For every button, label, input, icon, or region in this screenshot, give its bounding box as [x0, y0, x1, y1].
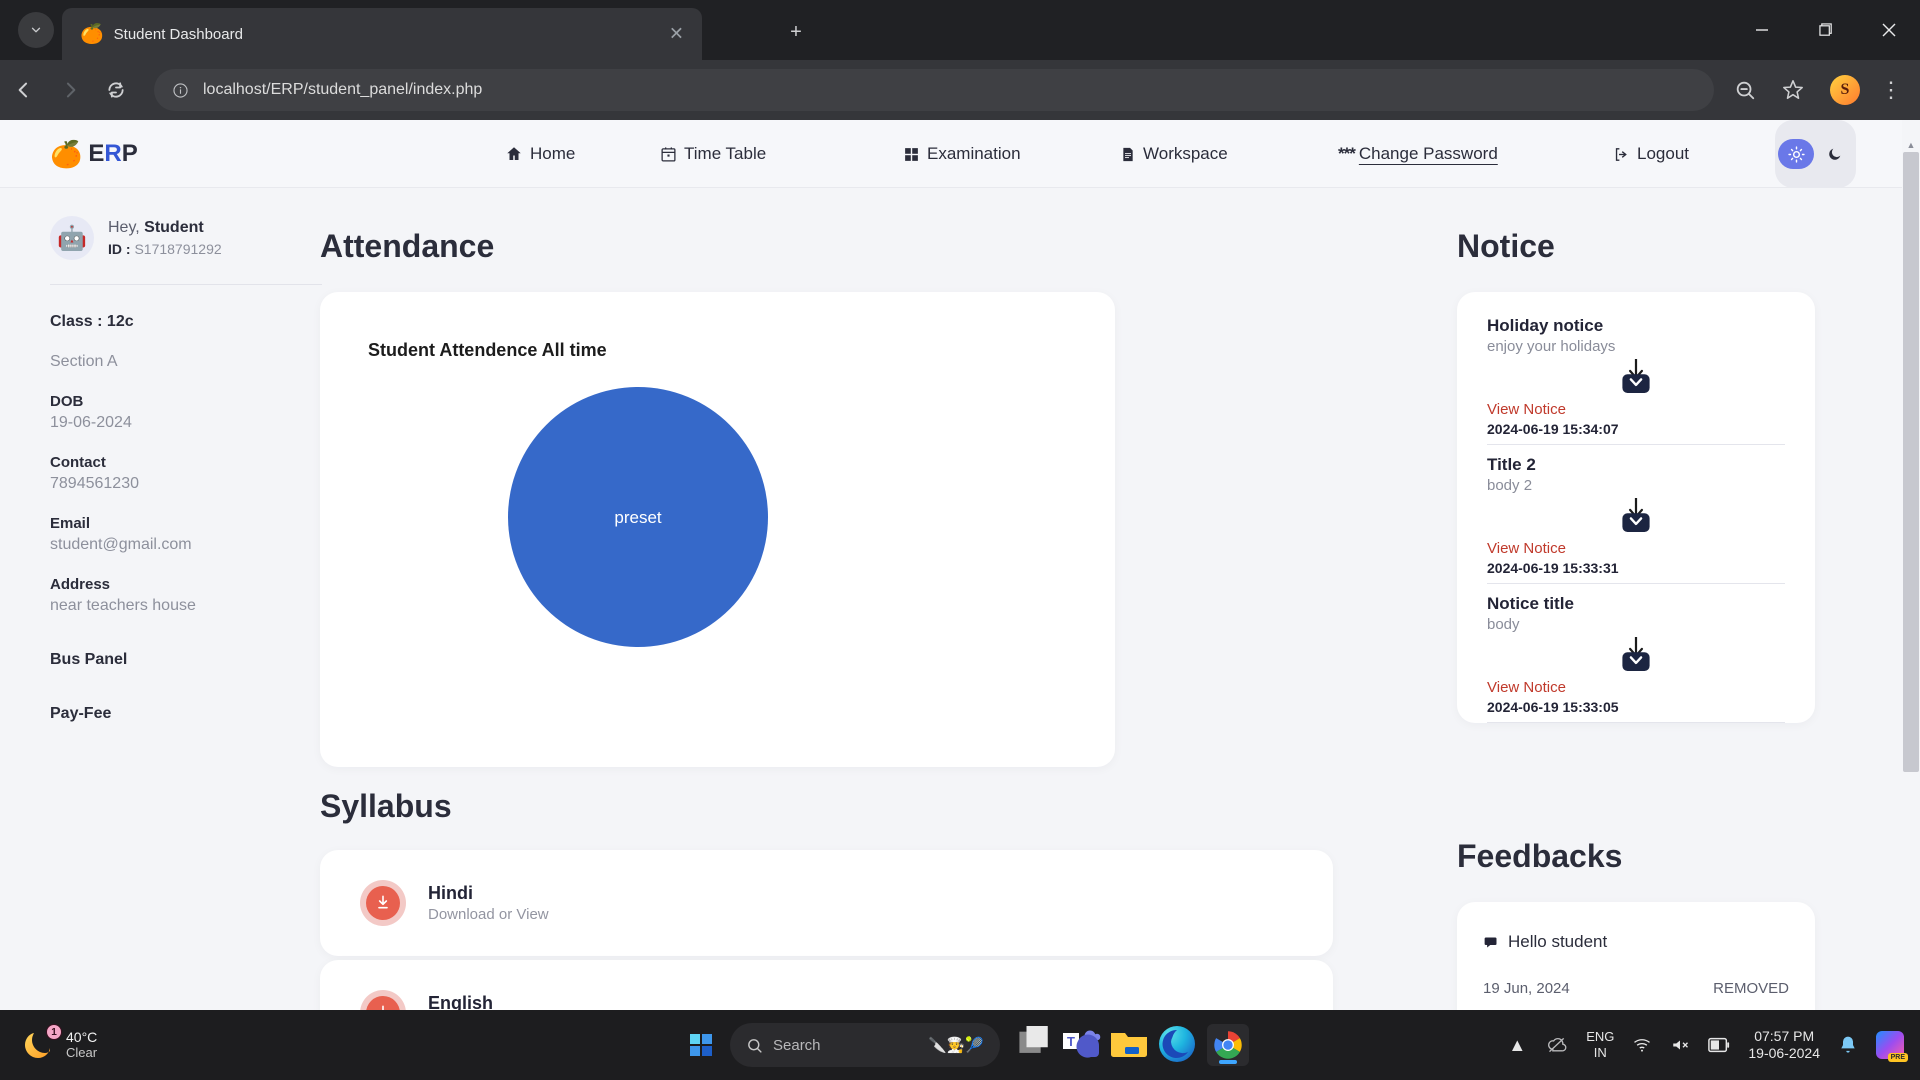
svg-text:preset: preset: [614, 508, 662, 527]
svg-text:T: T: [1067, 1034, 1075, 1049]
